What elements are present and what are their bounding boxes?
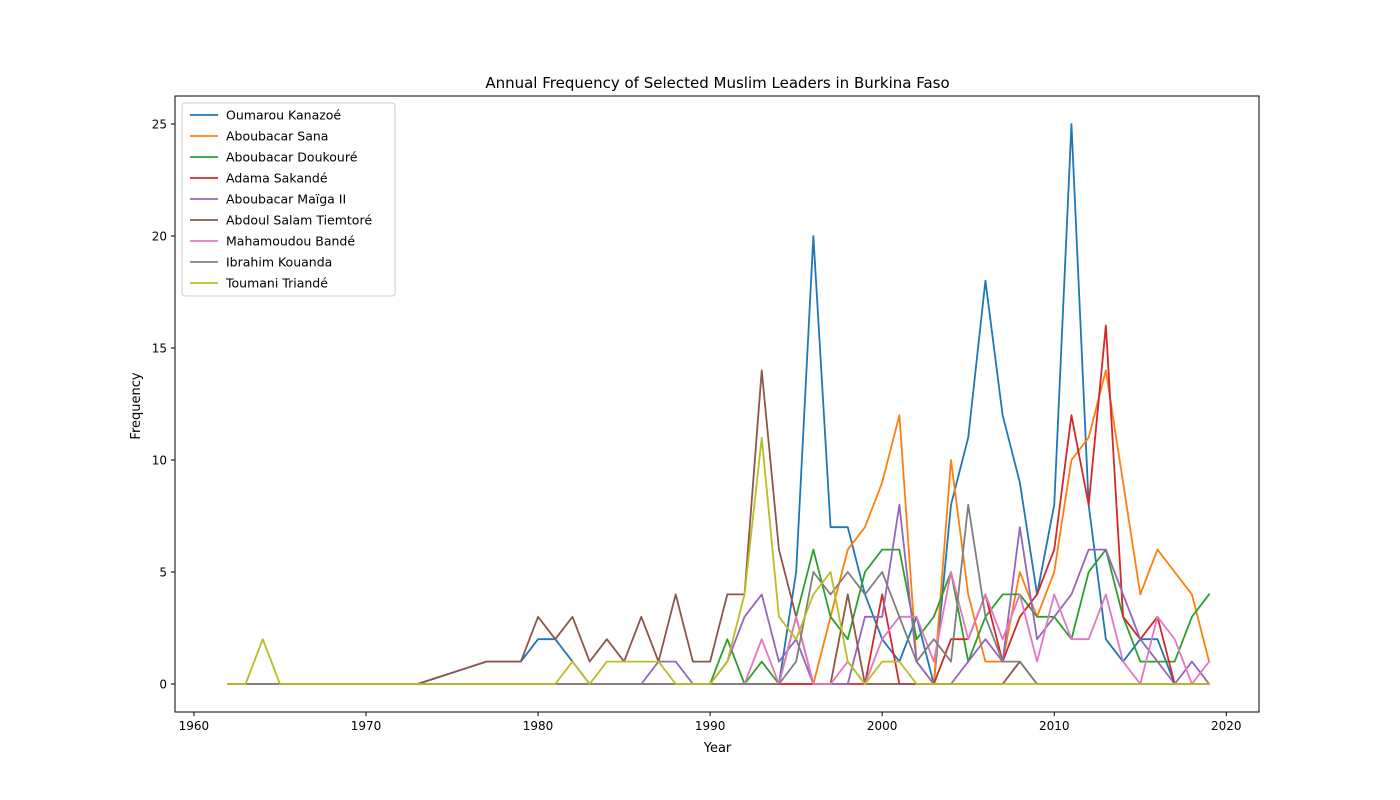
- legend-label: Abdoul Salam Tiemtoré: [226, 213, 372, 228]
- legend-label: Ibrahim Kouanda: [226, 255, 332, 270]
- series-line-2: [227, 369, 1211, 685]
- series-line-5: [227, 503, 1211, 686]
- x-tick-label: 1990: [695, 719, 726, 733]
- plot-area-frame: [174, 95, 1260, 713]
- series-line-8: [227, 503, 1210, 685]
- x-tick-label: 1970: [351, 719, 382, 733]
- legend-label: Adama Sakandé: [226, 171, 328, 186]
- series-line-9: [227, 436, 1210, 685]
- legend-label: Aboubacar Doukouré: [226, 150, 358, 165]
- legend-label: Toumani Triandé: [225, 276, 328, 291]
- legend-box: [181, 102, 396, 297]
- y-tick-label: 20: [152, 230, 167, 244]
- chart-title: Annual Frequency of Selected Muslim Lead…: [485, 74, 949, 92]
- x-tick-label: 1980: [523, 719, 554, 733]
- legend: Oumarou Kanazoé Aboubacar Sana Aboubacar D…: [181, 102, 396, 297]
- legend-label: Aboubacar Sana: [226, 129, 328, 144]
- x-axis: 1960 1970 1980 1990 2000 2010 2020: [179, 712, 1242, 733]
- y-tick-label: 25: [152, 118, 167, 132]
- x-axis-label: Year: [703, 741, 732, 756]
- x-tick-label: 2010: [1039, 719, 1070, 733]
- y-axis: 0 5 10 15 20 25: [152, 118, 175, 692]
- x-tick-label: 2020: [1211, 719, 1242, 733]
- y-tick-label: 10: [152, 454, 167, 468]
- legend-label: Mahamoudou Bandé: [226, 234, 355, 249]
- y-axis-label: Frequency: [129, 372, 144, 439]
- legend-label: Aboubacar Maïga II: [226, 192, 346, 207]
- series-layer: [227, 123, 1211, 686]
- x-tick-label: 2000: [867, 719, 898, 733]
- y-tick-label: 5: [159, 566, 167, 580]
- x-tick-label: 1960: [179, 719, 210, 733]
- y-tick-label: 0: [159, 678, 167, 692]
- legend-label: Oumarou Kanazoé: [226, 108, 341, 123]
- y-tick-label: 15: [152, 342, 167, 356]
